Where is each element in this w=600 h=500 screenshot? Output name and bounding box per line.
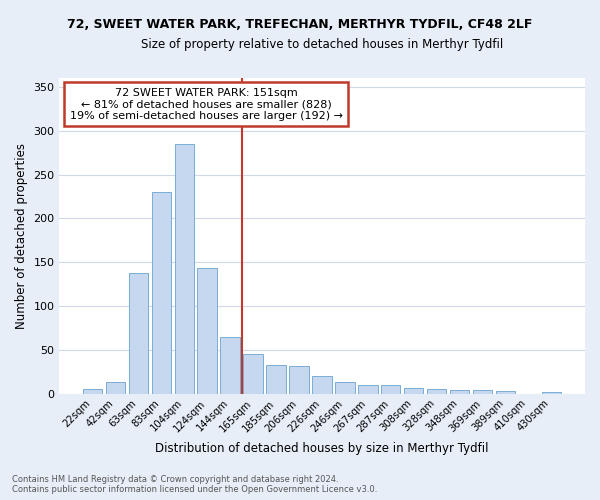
- Bar: [83, 390, 102, 394]
- Title: Size of property relative to detached houses in Merthyr Tydfil: Size of property relative to detached ho…: [141, 38, 503, 51]
- Bar: [312, 376, 332, 394]
- Text: Contains HM Land Registry data © Crown copyright and database right 2024.
Contai: Contains HM Land Registry data © Crown c…: [12, 474, 377, 494]
- Bar: [220, 337, 240, 394]
- Y-axis label: Number of detached properties: Number of detached properties: [15, 143, 28, 329]
- Bar: [152, 192, 171, 394]
- Bar: [289, 366, 309, 394]
- Bar: [427, 390, 446, 394]
- Text: 72 SWEET WATER PARK: 151sqm
← 81% of detached houses are smaller (828)
19% of se: 72 SWEET WATER PARK: 151sqm ← 81% of det…: [70, 88, 343, 120]
- Bar: [128, 273, 148, 394]
- Bar: [358, 385, 377, 394]
- Bar: [106, 382, 125, 394]
- Bar: [542, 392, 561, 394]
- Bar: [381, 385, 400, 394]
- Text: 72, SWEET WATER PARK, TREFECHAN, MERTHYR TYDFIL, CF48 2LF: 72, SWEET WATER PARK, TREFECHAN, MERTHYR…: [67, 18, 533, 30]
- Bar: [335, 382, 355, 394]
- Bar: [197, 268, 217, 394]
- Bar: [473, 390, 492, 394]
- Bar: [450, 390, 469, 394]
- Bar: [496, 391, 515, 394]
- Bar: [266, 365, 286, 394]
- Bar: [175, 144, 194, 394]
- X-axis label: Distribution of detached houses by size in Merthyr Tydfil: Distribution of detached houses by size …: [155, 442, 488, 455]
- Bar: [404, 388, 424, 394]
- Bar: [244, 354, 263, 394]
